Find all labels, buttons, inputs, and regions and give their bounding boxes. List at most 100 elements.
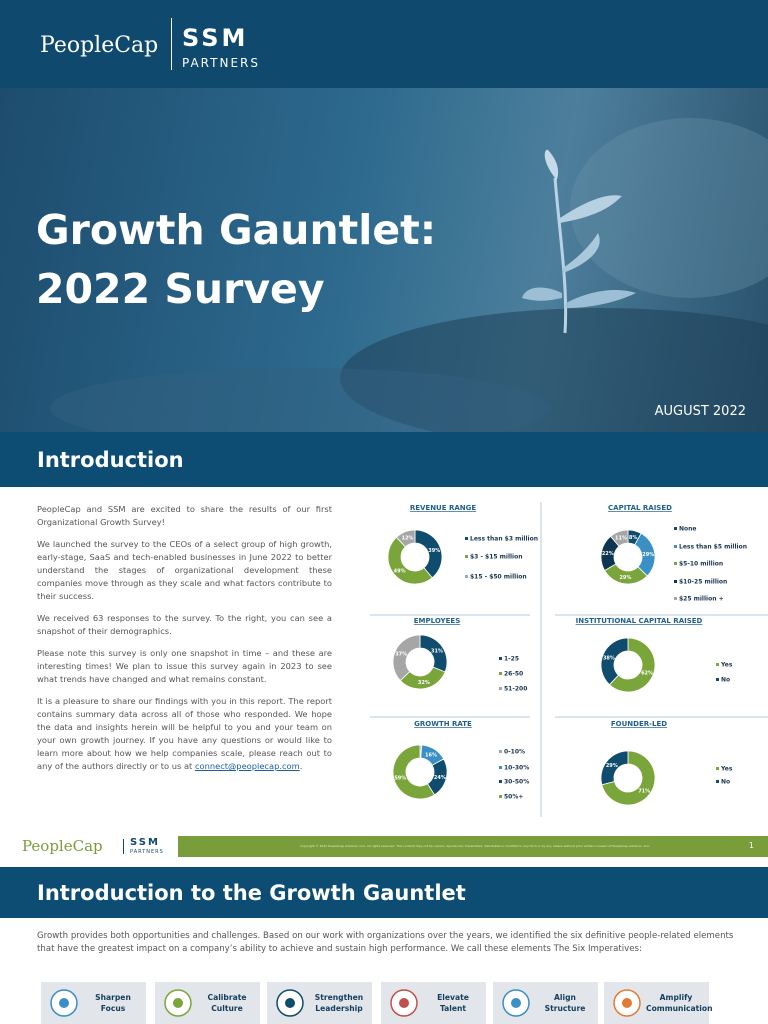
imperative-label: Calibrate Culture xyxy=(207,993,247,1013)
legend-label: $25 million + xyxy=(679,596,724,603)
donut-slice xyxy=(610,529,629,547)
legend-label: 1-25 xyxy=(504,656,519,663)
donut-slice xyxy=(387,536,433,585)
intro-text: PeopleCap and SSM are excited to share t… xyxy=(37,503,332,782)
data-label: 38% xyxy=(603,655,615,661)
legend-swatch xyxy=(716,767,719,770)
legend-label: Less than $5 million xyxy=(679,544,747,551)
legend-label: 30-50% xyxy=(504,779,529,786)
legend-label: None xyxy=(679,526,696,533)
imperative-label: Amplify Communication xyxy=(646,993,713,1013)
logo: SSM xyxy=(182,24,249,52)
paragraph: PeopleCap and SSM are excited to share t… xyxy=(37,504,332,527)
donut-slice xyxy=(600,750,629,786)
imperative-icon xyxy=(164,989,192,1017)
legend-swatch xyxy=(499,780,502,783)
legend-label: 51-200 xyxy=(504,686,527,693)
email-link[interactable]: connect@peoplecap.com xyxy=(194,761,300,771)
imperative-icon xyxy=(50,989,78,1017)
donut-slice xyxy=(608,637,656,693)
divider xyxy=(123,839,124,854)
legend-swatch xyxy=(499,657,502,660)
copyright: Copyright © 2022 PeopleCap Advisors, LLC… xyxy=(300,844,651,848)
hero-title: Growth Gauntlet: xyxy=(36,206,437,254)
paragraph: It is a pleasure to share our findings w… xyxy=(37,695,332,773)
section-heading: Introduction to the Growth Gauntlet xyxy=(37,881,466,905)
legend-swatch xyxy=(674,597,677,600)
imperative-label: Align Structure xyxy=(544,993,586,1013)
section-text: Growth provides both opportunities and c… xyxy=(37,931,734,954)
legend-label: 10-30% xyxy=(504,765,529,772)
legend-swatch xyxy=(674,545,677,548)
data-label: 37% xyxy=(395,652,407,658)
paragraph-text: It is a pleasure to share our findings w… xyxy=(37,696,332,771)
donut-slice xyxy=(395,529,416,548)
data-label: 32% xyxy=(418,680,430,686)
legend-swatch xyxy=(499,687,502,690)
paragraph-end: . xyxy=(299,761,303,771)
data-label: 8% xyxy=(629,535,638,541)
imperative-card: Sharpen Focus xyxy=(41,982,146,1024)
legend-label: 0-10% xyxy=(504,749,525,756)
chart-title: REVENUE RANGE xyxy=(410,504,477,512)
legend-swatch xyxy=(499,750,502,753)
data-label: 22% xyxy=(602,551,614,557)
charts: REVENUE RANGE 39% 49% 12% Less than $3 milli… xyxy=(370,502,768,817)
imperative-label: Elevate Talent xyxy=(437,993,469,1013)
legend-label: No xyxy=(721,779,730,786)
data-label: 49% xyxy=(394,568,406,574)
legend-swatch xyxy=(674,562,677,565)
legend-swatch xyxy=(674,527,677,530)
section-band: Introduction to the Growth Gauntlet xyxy=(0,867,768,918)
data-label: 1% xyxy=(416,749,425,755)
section-band: Introduction xyxy=(0,432,768,487)
legend-swatch xyxy=(465,537,468,540)
data-label: 71% xyxy=(638,788,650,794)
legend-label: No xyxy=(721,677,730,684)
legend-swatch xyxy=(499,766,502,769)
header: PeopleCap SSM PARTNERS xyxy=(0,0,768,88)
paragraph: We launched the survey to the CEOs of a … xyxy=(37,539,332,601)
legend-swatch xyxy=(499,795,502,798)
imperative-card: Strengthen Leadership xyxy=(267,982,372,1024)
data-label: 29% xyxy=(619,575,631,581)
data-label: 62% xyxy=(641,670,653,676)
donut-slice xyxy=(600,637,629,686)
page-number: 1 xyxy=(748,841,754,850)
data-label: 29% xyxy=(642,552,654,558)
legend-swatch xyxy=(716,780,719,783)
hero-title: 2022 Survey xyxy=(36,265,325,313)
legend-label: $3 - $15 million xyxy=(470,554,523,561)
imperative-label: Sharpen Focus xyxy=(95,993,131,1013)
chart-title: INSTITUTIONAL CAPITAL RAISED xyxy=(576,617,703,625)
legend-label: $5-10 million xyxy=(679,561,723,568)
imperative-card: Align Structure xyxy=(493,982,598,1024)
data-label: 39% xyxy=(428,548,440,554)
legend-label: 50%+ xyxy=(504,794,523,801)
imperative-card: Elevate Talent xyxy=(381,982,486,1024)
legend-label: Yes xyxy=(720,766,733,773)
data-label: 31% xyxy=(431,648,443,654)
legend-swatch xyxy=(465,575,468,578)
logo: PeopleCap xyxy=(22,837,103,855)
data-label: 12% xyxy=(401,536,413,542)
donut-slice xyxy=(601,750,656,806)
legend-label: 26-50 xyxy=(504,671,523,678)
chart-title: GROWTH RATE xyxy=(414,720,472,728)
section-heading: Introduction xyxy=(37,448,184,472)
logo: PeopleCap xyxy=(40,33,159,58)
legend-swatch xyxy=(716,678,719,681)
chart-title: EMPLOYEES xyxy=(414,617,460,625)
logo-sub: PARTNERS xyxy=(182,56,260,70)
data-label: 29% xyxy=(606,763,618,769)
hero-art xyxy=(50,118,768,432)
footer-logo-box xyxy=(0,836,178,857)
legend-label: $15 - $50 million xyxy=(470,574,527,581)
data-label: 24% xyxy=(434,775,446,781)
hero: Growth Gauntlet: 2022 Survey AUGUST 2022 xyxy=(0,88,768,432)
imperative-label: Strengthen Leadership xyxy=(314,993,364,1013)
chart-title: CAPITAL RAISED xyxy=(608,504,672,512)
imperative-icon xyxy=(276,989,304,1017)
